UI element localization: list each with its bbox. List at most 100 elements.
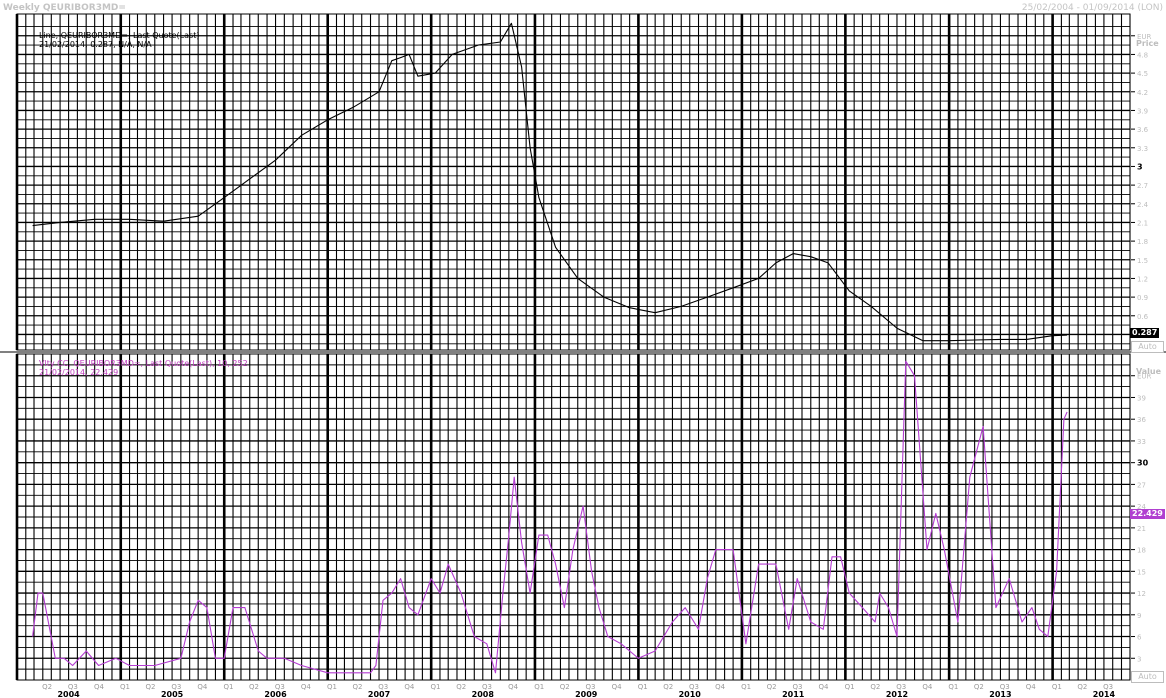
quarter-label: Q3 bbox=[482, 683, 492, 691]
year-label: 2010 bbox=[679, 690, 702, 698]
quarter-label: Q3 bbox=[275, 683, 285, 691]
price-last-value-tag: 0.287 bbox=[1130, 328, 1160, 338]
price-tick-label: 2.4 bbox=[1137, 201, 1149, 209]
value-tick-label: 21 bbox=[1137, 525, 1146, 533]
price-axis-title: Price bbox=[1136, 39, 1159, 48]
price-tick-label: 4.2 bbox=[1137, 89, 1148, 97]
price-series-line bbox=[32, 22, 1068, 342]
value-tick-label: 3 bbox=[1137, 655, 1141, 663]
quarter-label: Q1 bbox=[948, 683, 958, 691]
price-tick-label: 3.9 bbox=[1137, 107, 1148, 115]
value-tick-label: 39 bbox=[1137, 394, 1146, 402]
quarter-label: Q1 bbox=[845, 683, 855, 691]
year-label: 2009 bbox=[575, 690, 598, 698]
price-legend-line1: Line, QEURIBOR3MD=, Last Quote(Last) bbox=[39, 31, 200, 40]
label-layer: 0.6 0.9 1.2 1.5 1.8 2.1 2.4 2.7 3 3.3 3.6 3.9 4.2 4.5… bbox=[42, 33, 1151, 698]
year-label: 2012 bbox=[886, 690, 908, 698]
quarter-label: Q2 bbox=[249, 683, 259, 691]
value-tick-label: EUR bbox=[1137, 373, 1152, 381]
price-auto-scale-button[interactable]: Auto bbox=[1131, 341, 1164, 353]
quarter-label: Q3 bbox=[171, 683, 181, 691]
year-label: 2008 bbox=[472, 690, 495, 698]
volatility-series-line bbox=[32, 360, 1068, 674]
value-tick-label: 6 bbox=[1137, 634, 1142, 642]
quarter-label: Q4 bbox=[197, 683, 208, 691]
quarter-label: Q3 bbox=[68, 683, 78, 691]
quarter-label: Q3 bbox=[1000, 683, 1010, 691]
quarter-label: Q4 bbox=[715, 683, 726, 691]
price-axis-title-1: Price bbox=[1136, 39, 1159, 48]
quarter-label: Q2 bbox=[560, 683, 570, 691]
price-tick-label: 2.7 bbox=[1137, 182, 1148, 190]
value-auto-scale-button[interactable]: Auto bbox=[1131, 671, 1164, 683]
price-tick-label: 3.6 bbox=[1137, 126, 1149, 134]
quarter-label: Q2 bbox=[456, 683, 466, 691]
quarter-label: Q2 bbox=[663, 683, 673, 691]
quarter-label: Q3 bbox=[378, 683, 388, 691]
quarter-label: Q4 bbox=[508, 683, 519, 691]
quarter-label: Q3 bbox=[896, 683, 906, 691]
quarter-label: Q1 bbox=[430, 683, 440, 691]
quarter-label: Q1 bbox=[534, 683, 544, 691]
price-tick-label: 0.6 bbox=[1137, 313, 1149, 321]
vol-legend-line2: 21/02/2014, 22.429 bbox=[39, 368, 119, 377]
quarter-label: Q1 bbox=[120, 683, 130, 691]
value-tick-label: 12 bbox=[1137, 590, 1146, 598]
price-legend-line2: 21/02/2014, 0.287, N/A, N/A bbox=[39, 40, 152, 49]
price-tick-label: 4.5 bbox=[1137, 70, 1148, 78]
value-axis-title-1: Value bbox=[1136, 367, 1162, 376]
quarter-label: Q1 bbox=[741, 683, 751, 691]
year-label: 2006 bbox=[264, 690, 287, 698]
value-tick-label: 15 bbox=[1137, 568, 1146, 576]
vol-legend-line1: Vlty CC, QEURIBOR3MD=, Last Quote(Last),… bbox=[39, 359, 248, 368]
quarter-label: Q4 bbox=[94, 683, 105, 691]
quarter-label: Q2 bbox=[146, 683, 156, 691]
value-tick-label: 36 bbox=[1137, 416, 1146, 424]
quarter-label: Q2 bbox=[767, 683, 777, 691]
value-axis-title: Value bbox=[1136, 367, 1161, 376]
value-tick-label: 27 bbox=[1137, 481, 1146, 489]
price-panel-frame bbox=[16, 13, 1131, 351]
price-tick-label: 2.1 bbox=[1137, 219, 1148, 227]
quarter-label: Q3 bbox=[689, 683, 699, 691]
quarter-label: Q3 bbox=[792, 683, 802, 691]
chart-title: Weekly QEURIBOR3MD= bbox=[3, 3, 126, 13]
value-tick-label: 9 bbox=[1137, 612, 1141, 620]
quarter-label: Q2 bbox=[352, 683, 362, 691]
series-layer bbox=[32, 22, 1068, 674]
quarter-label: Q3 bbox=[586, 683, 596, 691]
quarter-label: Q4 bbox=[404, 683, 415, 691]
quarter-label: Q1 bbox=[638, 683, 648, 691]
quarter-label: Q3 bbox=[1103, 683, 1113, 691]
quarter-label: Q4 bbox=[612, 683, 623, 691]
price-tick-label: 1.8 bbox=[1137, 238, 1148, 246]
date-range: 25/02/2004 - 01/09/2014 (LON) bbox=[1021, 3, 1163, 13]
quarter-label: Q4 bbox=[301, 683, 312, 691]
quarter-label: Q2 bbox=[870, 683, 880, 691]
price-tick-label: 1.5 bbox=[1137, 257, 1148, 265]
price-tick-label: 0.9 bbox=[1137, 294, 1148, 302]
quarter-label: Q4 bbox=[922, 683, 933, 691]
grid-layer bbox=[0, 13, 1166, 681]
value-tick-label: 30 bbox=[1137, 459, 1149, 468]
quarter-label: Q1 bbox=[327, 683, 337, 691]
year-label: 2004 bbox=[57, 690, 80, 698]
quarter-label: Q1 bbox=[1052, 683, 1062, 691]
price-legend[interactable]: Line, QEURIBOR3MD=, Last Quote(Last) 21/… bbox=[39, 31, 199, 49]
quarter-label: Q2 bbox=[1077, 683, 1087, 691]
volatility-legend[interactable]: Vlty CC, QEURIBOR3MD=, Last Quote(Last),… bbox=[39, 359, 248, 377]
year-label: 2013 bbox=[989, 690, 1011, 698]
price-tick-label: 1.2 bbox=[1137, 275, 1148, 283]
quarter-label: Q1 bbox=[224, 683, 234, 691]
year-label: 2011 bbox=[782, 690, 805, 698]
year-label: 2007 bbox=[368, 690, 390, 698]
quarter-label: Q2 bbox=[974, 683, 984, 691]
price-tick-label: 3.3 bbox=[1137, 145, 1148, 153]
value-tick-label: 18 bbox=[1137, 547, 1146, 555]
price-tick-label: 4.8 bbox=[1137, 51, 1148, 59]
vol-last-value-tag: 22.429 bbox=[1130, 509, 1165, 519]
price-tick-label: EUR bbox=[1137, 33, 1152, 41]
quarter-label: Q2 bbox=[42, 683, 52, 691]
price-tick-label: 3 bbox=[1137, 162, 1143, 171]
